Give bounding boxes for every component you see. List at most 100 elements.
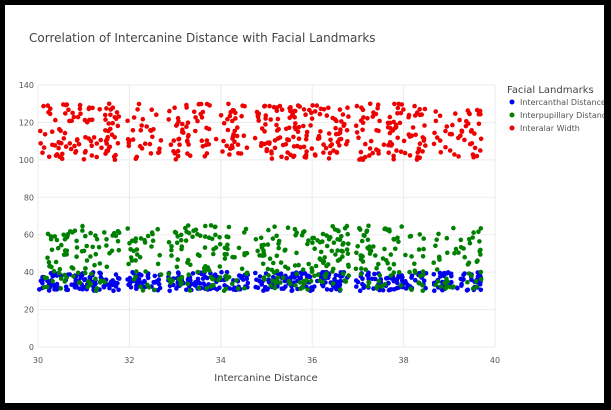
data-point — [276, 241, 281, 246]
data-point — [212, 224, 218, 230]
data-point — [478, 252, 483, 257]
data-point — [412, 113, 418, 118]
data-point — [407, 269, 412, 275]
legend-item[interactable]: Interalar Width — [509, 124, 580, 133]
data-point — [111, 288, 116, 294]
data-point — [158, 272, 164, 277]
data-point — [70, 110, 75, 116]
data-point — [97, 107, 102, 112]
data-point — [355, 244, 361, 249]
data-point — [448, 271, 454, 277]
legend-title: Facial Landmarks — [507, 85, 594, 96]
data-point — [91, 135, 97, 140]
data-point — [226, 224, 232, 230]
data-point — [475, 274, 481, 280]
data-point — [312, 273, 317, 279]
data-point — [74, 245, 80, 250]
data-point — [412, 261, 417, 267]
legend-item[interactable]: Intercanthal Distance — [509, 98, 606, 107]
legend-item[interactable]: Interpupillary Distance — [509, 111, 611, 120]
data-point — [83, 135, 88, 140]
data-point — [202, 267, 208, 273]
data-point — [57, 266, 63, 272]
data-point — [416, 247, 422, 252]
data-point — [437, 113, 443, 119]
y-tick-label: 60 — [24, 231, 34, 240]
data-point — [324, 287, 330, 292]
data-point — [140, 288, 146, 293]
data-point — [376, 278, 382, 284]
data-point — [333, 125, 338, 131]
series-interalar-width — [38, 101, 484, 162]
data-point — [266, 277, 272, 283]
x-tick-label: 30 — [33, 356, 43, 365]
data-point — [309, 269, 315, 275]
data-point — [324, 233, 330, 238]
legend[interactable]: Facial Landmarks Intercanthal Distance In… — [507, 85, 611, 133]
data-point — [329, 248, 335, 254]
data-point — [337, 130, 343, 135]
data-point — [42, 275, 47, 280]
data-point — [78, 111, 83, 116]
data-point — [416, 148, 422, 153]
data-point — [434, 237, 440, 242]
data-point — [467, 141, 473, 147]
data-point — [88, 230, 93, 236]
data-point — [196, 280, 202, 285]
data-point — [302, 271, 308, 276]
data-point — [367, 153, 372, 158]
data-point — [337, 107, 343, 112]
data-point — [134, 247, 140, 252]
data-point — [94, 141, 100, 146]
data-point — [318, 249, 324, 255]
data-point — [315, 272, 321, 278]
data-point — [96, 244, 102, 250]
data-point — [346, 114, 351, 119]
data-point — [92, 262, 97, 268]
data-point — [97, 261, 103, 266]
data-point — [337, 237, 343, 243]
data-point — [152, 273, 158, 279]
data-point — [217, 241, 223, 247]
data-point — [74, 238, 79, 244]
data-point — [437, 257, 442, 262]
data-point — [280, 142, 286, 148]
data-point — [320, 270, 325, 275]
data-point — [224, 234, 229, 239]
data-point — [127, 241, 132, 246]
data-point — [269, 156, 275, 161]
data-point — [77, 280, 83, 286]
data-point — [326, 156, 332, 161]
data-point — [89, 153, 95, 158]
data-point — [214, 287, 220, 292]
data-point — [345, 105, 350, 110]
data-point — [294, 230, 300, 235]
data-point — [346, 241, 351, 247]
data-point — [443, 128, 448, 134]
data-point — [306, 238, 311, 243]
data-point — [41, 145, 47, 150]
data-point — [388, 143, 394, 148]
data-point — [371, 244, 376, 249]
data-point — [298, 286, 303, 292]
data-point — [470, 235, 476, 240]
data-point — [297, 280, 303, 285]
data-point — [171, 138, 177, 143]
data-point — [407, 153, 413, 158]
data-point — [190, 234, 195, 240]
data-point — [58, 128, 63, 134]
data-point — [82, 270, 88, 276]
data-point — [291, 153, 297, 159]
data-point — [87, 275, 93, 281]
data-point — [77, 102, 83, 108]
data-point — [114, 110, 120, 115]
data-point — [197, 253, 202, 258]
data-point — [204, 286, 209, 291]
data-point — [196, 285, 202, 291]
y-tick-labels: 0 20 40 60 80 100 120 140 — [19, 81, 34, 352]
data-point — [202, 245, 208, 250]
data-point — [183, 238, 189, 243]
data-point — [69, 282, 74, 288]
data-point — [386, 150, 392, 155]
data-point — [365, 284, 371, 289]
